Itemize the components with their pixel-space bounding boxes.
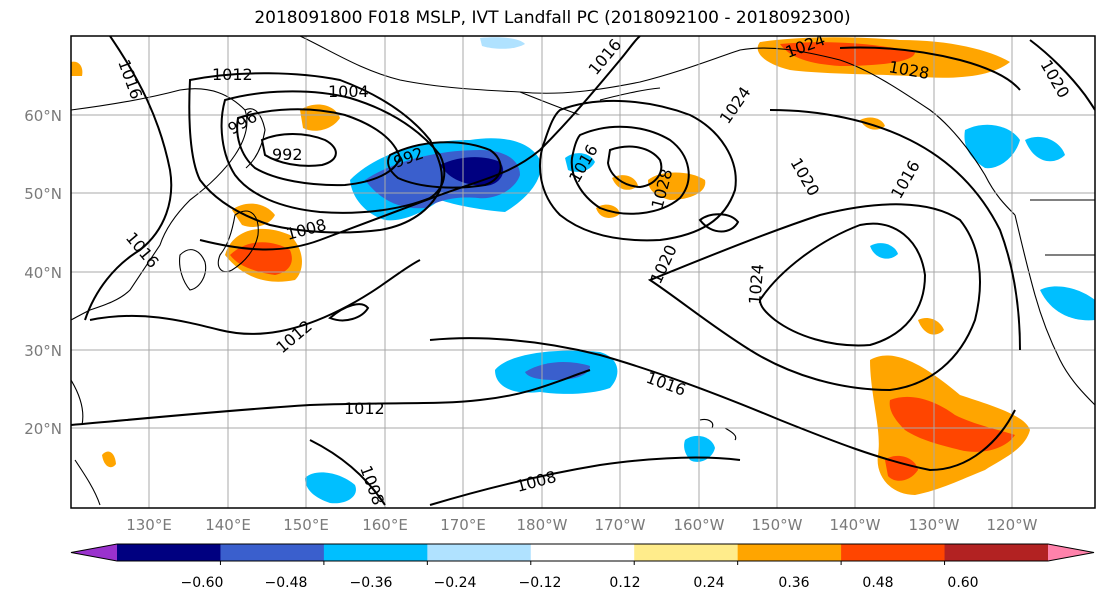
ivt-blob-seasia [684,435,715,462]
ivt-blob-japan-core [230,242,292,275]
ivt-blob-se-south [885,455,918,481]
isobar-1020-small [698,213,740,233]
isobar-1008-trough [199,36,641,251]
isobar-label: 1024 [745,263,767,305]
isobar-1016-east [769,109,1021,351]
ivt-blob-1040 [1025,136,1065,162]
colorbar-tick-label: 0.48 [862,575,893,591]
colorbar-outline [70,543,1095,562]
isobar-1024-east [758,222,927,347]
isobar-1028-ne [839,46,1021,91]
isobar-1012-small [328,303,370,322]
isobars [71,36,1095,506]
longitude-labels: 130°E 140°E 150°E 160°E 170°E 180°W 170°… [126,516,1037,534]
colorbar-bin [841,544,946,561]
lon-label: 140°W [830,516,881,534]
ivt-blob-100 [102,451,116,468]
isobar-996 [236,108,402,187]
lon-label: 170°W [595,516,646,534]
isobar-1012-north [188,72,443,234]
colorbar-tick-label: 0.24 [693,575,724,591]
isobar-992-b [387,141,502,189]
lon-label: 150°E [283,516,329,534]
coast-northamerica [1014,214,1095,406]
colorbar-tick-label: 0.36 [778,575,809,591]
colorbar-bin [737,544,842,561]
coastlines [71,36,1095,506]
lon-label: 120°W [987,516,1038,534]
isobar-1020-high [539,99,737,242]
colorbar-tick-label: 0.12 [609,575,640,591]
lat-label: 60°N [24,107,62,125]
isobar-1016-central [429,337,1016,472]
coast-ph [71,379,101,506]
colorbar-tick-label: −0.60 [181,575,224,591]
isobar-label: 1012 [344,399,385,418]
colorbar-tick-label: −0.36 [350,575,393,591]
ivt-blob-south [305,472,356,504]
lat-label: 50°N [24,185,62,203]
lat-label: 40°N [24,264,62,282]
ivt-blob-northcoast [480,37,525,49]
colorbar-bin [117,544,221,561]
colorbar-tick-label: −0.12 [519,575,562,591]
lon-label: 160°W [674,516,725,534]
isobar-1020-ne [1029,39,1095,111]
colorbar [70,543,1095,565]
isobar-992-a [260,133,337,167]
colorbar-bin [530,544,635,561]
isobar-1012-mid [89,259,421,335]
colorbar-tick-labels: −0.60 −0.48 −0.36 −0.24 −0.12 0.12 0.24 … [181,575,979,591]
colorbar-bin [634,544,739,561]
isobar-1012-south [71,369,591,426]
lat-label: 20°N [24,420,62,438]
isobar-1008-south [309,439,741,506]
colorbar-extend-high [1048,544,1094,561]
colorbar-tick-label: −0.24 [434,575,477,591]
lat-label: 30°N [24,342,62,360]
map-title: 2018091800 F018 MSLP, IVT Landfall PC (2… [254,8,851,28]
colorbar-bin [944,544,1049,561]
lon-label: 160°E [362,516,408,534]
colorbar-tick-label: 0.60 [947,575,978,591]
isobar-1020-east [647,203,981,392]
lon-label: 150°W [752,516,803,534]
isobar-1024-high [570,125,690,215]
coast-korea [179,249,207,291]
lon-label: 130°E [126,516,172,534]
colorbar-tick-label: −0.48 [265,575,308,591]
ivt-blob-west [1040,286,1095,321]
lon-label: 140°E [205,516,251,534]
ivt-blob-subtropic-east-core [889,396,1015,452]
lon-label: 130°W [909,516,960,534]
latitude-labels: 60°N 50°N 40°N 30°N 20°N [24,107,62,438]
lon-label: 170°E [440,516,486,534]
lon-label: 180°W [517,516,568,534]
coast-us-border [1030,199,1095,256]
isobar-1016-west [84,36,173,321]
ivt-negative-shading [305,37,1095,504]
ivt-blob-bc [964,124,1020,169]
isobar-label: 1004 [328,82,369,101]
ivt-blob-920 [918,318,944,335]
map-frame [70,35,1096,509]
ivt-blob-top-left [71,61,83,76]
colorbar-bin [323,544,428,561]
ivt-blob-japan-north [232,203,275,227]
isobar-1028-center [606,145,663,189]
coast-alaska [299,36,1016,216]
colorbar-bin [427,544,532,561]
coast-kamchatka [244,108,266,169]
colorbar-extend-low [71,544,117,561]
ivt-blob-hawaii [870,243,898,259]
colorbar-bin [220,544,325,561]
isobar-label: 992 [272,145,303,164]
isobar-label: 1012 [212,65,253,84]
coast-hawaii [699,418,737,441]
map-panel: 1016 1012 1004 996 992 992 1016 1024 102… [71,36,1095,508]
